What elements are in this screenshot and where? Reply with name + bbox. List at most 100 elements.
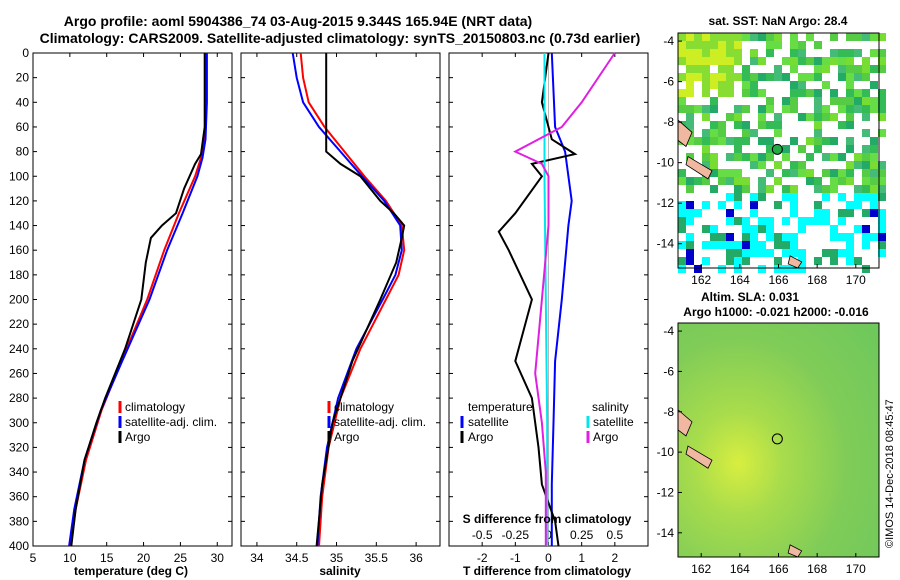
sst-pixel <box>846 233 854 241</box>
sst-pixel <box>814 113 822 121</box>
credit-text: ©IMOS 14-Dec-2018 08:45:47 <box>884 399 896 548</box>
x-tick-label: 1 <box>578 551 585 565</box>
sst-pixel <box>734 265 742 273</box>
sst-pixel <box>758 113 766 121</box>
sst-pixel <box>686 113 694 121</box>
sst-pixel <box>734 193 742 201</box>
title-line-2: Climatology: CARS2009. Satellite-adjuste… <box>40 30 641 46</box>
sst-pixel <box>758 153 766 161</box>
sst-pixel <box>870 137 878 145</box>
sst-pixel <box>846 89 854 97</box>
sst-pixel <box>846 113 854 121</box>
sst-pixel <box>806 33 814 41</box>
sst-pixel <box>854 33 862 41</box>
sst-pixel <box>830 113 838 121</box>
sst-pixel <box>702 225 710 233</box>
sst-pixel <box>686 81 694 89</box>
sst-pixel <box>686 105 694 113</box>
y-tick-label: -14 <box>657 237 675 251</box>
sst-pixel <box>702 137 710 145</box>
sst-pixel <box>766 49 774 57</box>
sst-pixel <box>878 169 886 177</box>
salinity-panel: 34 34.5 35 35.5 36 <box>240 52 441 565</box>
sst-pixel <box>830 137 838 145</box>
sst-pixel <box>774 161 782 169</box>
sst-pixel <box>758 57 766 65</box>
sst-pixel <box>686 249 694 257</box>
sst-pixel <box>718 137 726 145</box>
sst-pixel <box>782 97 790 105</box>
series-line-temperature-argo <box>497 52 578 547</box>
sst-pixel <box>814 97 822 105</box>
y-tick-label: 80 <box>16 145 30 159</box>
argo-float-marker <box>771 143 783 155</box>
y-tick-label: -8 <box>663 115 674 129</box>
sst-pixel <box>838 177 846 185</box>
sst-pixel <box>862 153 870 161</box>
land-island <box>685 445 713 469</box>
sst-pixel <box>822 57 830 65</box>
sst-pixel <box>694 137 702 145</box>
sst-pixel <box>758 185 766 193</box>
sst-pixel <box>870 33 878 41</box>
sst-pixel <box>718 65 726 73</box>
sst-pixel <box>726 241 734 249</box>
legend-argo: Argo <box>125 430 151 444</box>
series-line-argo <box>315 53 406 547</box>
sst-pixel <box>718 41 726 49</box>
sst-pixel <box>694 265 702 273</box>
sst-pixel <box>862 169 870 177</box>
y-tick-label: 60 <box>16 120 30 134</box>
sst-pixel <box>878 217 886 225</box>
series-line-salinity-argo <box>513 52 616 546</box>
sst-pixel <box>854 97 862 105</box>
sst-pixel <box>702 105 710 113</box>
legend-climatology: climatology <box>125 400 185 414</box>
sst-pixel <box>742 65 750 73</box>
sst-pixel <box>710 225 718 233</box>
sst-pixel <box>758 73 766 81</box>
sst-pixel <box>798 81 806 89</box>
sst-pixel <box>758 137 766 145</box>
y-tick-label: 200 <box>9 293 29 307</box>
sst-pixel <box>742 225 750 233</box>
sst-pixel <box>806 169 814 177</box>
sst-pixel <box>702 153 710 161</box>
legend-temp-argo: Argo <box>468 430 494 444</box>
sst-pixel <box>758 249 766 257</box>
sst-pixel <box>750 73 758 81</box>
sst-pixel <box>694 177 702 185</box>
sst-pixel <box>766 153 774 161</box>
sst-pixel <box>822 169 830 177</box>
sst-pixel <box>798 57 806 65</box>
sst-pixel <box>686 49 694 57</box>
sst-pixel <box>782 57 790 65</box>
sst-pixel <box>822 217 830 225</box>
y-tick-label: 400 <box>9 539 29 553</box>
sst-pixel <box>750 57 758 65</box>
x-tick-label: 30 <box>211 551 225 565</box>
sst-pixel <box>830 185 838 193</box>
sst-pixel <box>702 257 710 265</box>
sst-pixel <box>710 233 718 241</box>
series-line-climatology <box>299 52 406 547</box>
sst-pixel <box>718 241 726 249</box>
plot-frame <box>32 52 233 547</box>
sst-pixel <box>718 121 726 129</box>
sst-pixel <box>854 201 862 209</box>
sst-pixel <box>830 233 838 241</box>
sst-pixel <box>814 65 822 73</box>
sst-pixel <box>678 57 686 65</box>
sst-pixel <box>710 105 718 113</box>
sst-pixel <box>814 121 822 129</box>
sst-pixel <box>782 105 790 113</box>
sst-pixel <box>678 217 686 225</box>
sst-pixel <box>766 217 774 225</box>
sst-pixel <box>774 241 782 249</box>
sst-pixel <box>790 209 798 217</box>
sst-pixel <box>854 185 862 193</box>
sst-pixel <box>790 161 798 169</box>
sst-pixel <box>878 65 886 73</box>
sst-pixel <box>798 89 806 97</box>
sst-pixel <box>678 41 686 49</box>
